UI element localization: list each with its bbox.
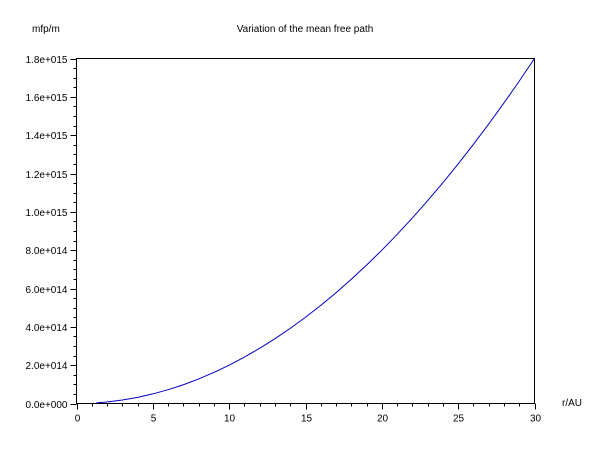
series-line — [96, 58, 535, 404]
series-group — [96, 58, 535, 404]
x-tick-label: 10 — [224, 414, 236, 425]
y-tick-label: 4.0e+014 — [26, 323, 68, 334]
y-tick-label: 6.0e+014 — [26, 285, 68, 296]
x-tick-label: 15 — [301, 414, 313, 425]
y-tick-label: 2.0e+014 — [26, 361, 68, 372]
x-tick-label: 0 — [75, 414, 81, 425]
y-tick-label: 0.0e+000 — [26, 400, 68, 411]
y-tick-label: 1.6e+015 — [26, 93, 68, 104]
chart-title: Variation of the mean free path — [237, 24, 374, 35]
y-tick-label: 1.0e+015 — [26, 208, 68, 219]
y-tick-label: 8.0e+014 — [26, 246, 68, 257]
y-tick-label: 1.4e+015 — [26, 131, 68, 142]
x-tick-label: 25 — [453, 414, 465, 425]
y-tick-label: 1.8e+015 — [26, 55, 68, 66]
x-axis-ticks: 0 5 10 15 20 25 30 — [75, 403, 542, 425]
y-tick-label: 1.2e+015 — [26, 170, 68, 181]
x-tick-label: 5 — [151, 414, 157, 425]
x-tick-label: 30 — [530, 414, 542, 425]
y-axis-label: mfp/m — [32, 24, 60, 35]
y-axis-ticks: 0.0e+000 2.0e+014 4.0e+014 6.0e+014 8.0e+014… — [26, 55, 77, 411]
x-tick-label: 20 — [377, 414, 389, 425]
x-axis-label: r/AU — [562, 398, 582, 409]
